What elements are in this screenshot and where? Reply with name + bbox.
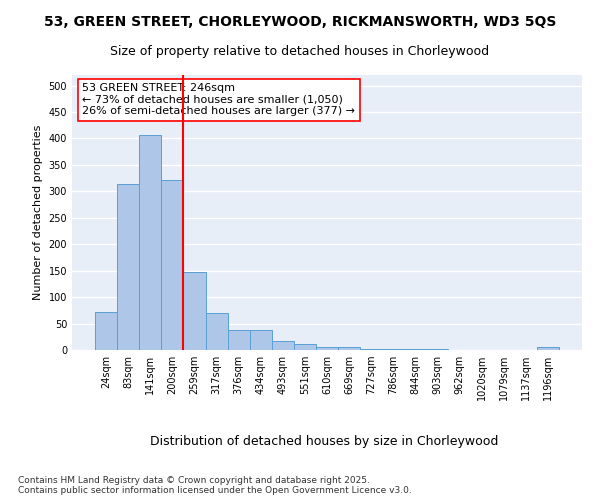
Bar: [338, 347, 360, 350]
Bar: [117, 184, 139, 350]
Bar: [139, 135, 161, 350]
Text: Size of property relative to detached houses in Chorleywood: Size of property relative to detached ho…: [110, 45, 490, 58]
Bar: [294, 344, 316, 350]
Text: Contains HM Land Registry data © Crown copyright and database right 2025.
Contai: Contains HM Land Registry data © Crown c…: [18, 476, 412, 495]
Text: 53, GREEN STREET, CHORLEYWOOD, RICKMANSWORTH, WD3 5QS: 53, GREEN STREET, CHORLEYWOOD, RICKMANSW…: [44, 15, 556, 29]
Bar: [161, 180, 184, 350]
Bar: [272, 341, 294, 350]
Bar: [537, 348, 559, 350]
Y-axis label: Number of detached properties: Number of detached properties: [33, 125, 43, 300]
Text: Distribution of detached houses by size in Chorleywood: Distribution of detached houses by size …: [150, 435, 498, 448]
Bar: [227, 330, 250, 350]
Text: 53 GREEN STREET: 246sqm
← 73% of detached houses are smaller (1,050)
26% of semi: 53 GREEN STREET: 246sqm ← 73% of detache…: [82, 83, 355, 116]
Bar: [206, 313, 227, 350]
Bar: [316, 347, 338, 350]
Bar: [184, 272, 206, 350]
Bar: [95, 312, 117, 350]
Bar: [250, 330, 272, 350]
